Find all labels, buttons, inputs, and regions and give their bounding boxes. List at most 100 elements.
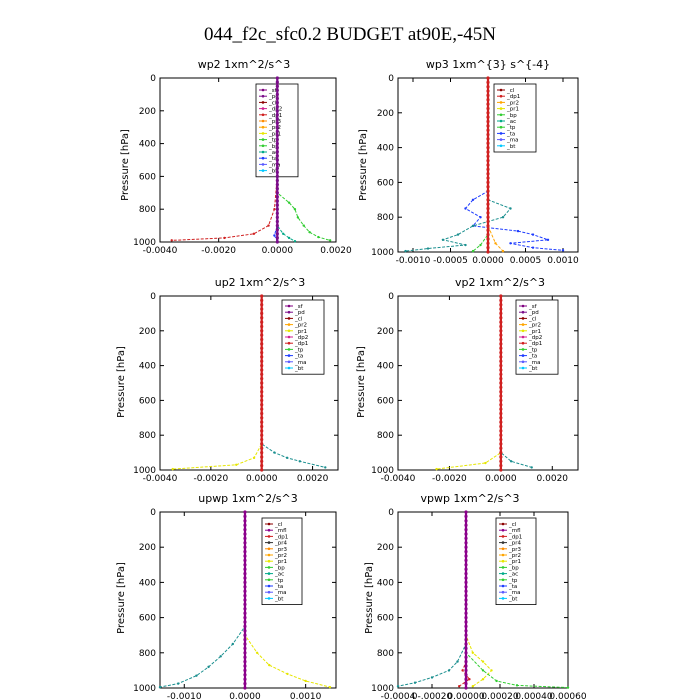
series-marker	[464, 624, 468, 629]
series-marker	[260, 398, 264, 402]
series-marker	[486, 228, 490, 232]
legend-marker	[521, 304, 525, 308]
series-marker	[275, 80, 279, 84]
legend-label: _ta	[268, 156, 277, 162]
y-tick-label: 600	[139, 614, 156, 624]
legend-label: _pr3	[508, 547, 522, 553]
x-tick-label: 0.0020	[297, 474, 329, 484]
legend-label: _cl	[294, 316, 303, 322]
y-tick-label: 0	[388, 74, 394, 84]
series-marker	[287, 201, 291, 204]
series-marker	[486, 137, 490, 141]
series-marker	[243, 589, 247, 593]
x-tick-label: 0.0005	[510, 256, 542, 266]
series-marker	[471, 198, 475, 201]
legend-marker	[501, 522, 505, 526]
series-marker	[243, 585, 247, 589]
series-marker	[495, 679, 498, 683]
series-marker	[275, 187, 279, 191]
series-marker	[275, 150, 279, 154]
legend-marker	[521, 341, 525, 345]
y-tick-label: 200	[377, 109, 394, 119]
legend-label: _ta	[274, 584, 283, 590]
series-marker	[255, 651, 259, 654]
series-marker	[296, 216, 300, 219]
series-marker	[509, 207, 512, 210]
legend-marker	[287, 304, 291, 308]
series-marker	[499, 311, 503, 315]
series-marker	[486, 141, 490, 145]
x-tick-label: 0.0000	[262, 246, 294, 256]
series-marker	[243, 682, 247, 686]
series-marker	[260, 303, 264, 307]
legend-marker	[267, 590, 271, 594]
series-marker	[486, 198, 490, 202]
series-marker	[499, 337, 503, 342]
x-tick-label: 0.0000	[229, 692, 261, 700]
legend-label: _bt	[528, 366, 538, 372]
series-marker	[243, 594, 247, 598]
series-marker	[243, 563, 247, 567]
legend-label: _bp	[508, 565, 519, 571]
panel-title: upwp 1xm^2/s^3	[198, 492, 298, 505]
legend-marker	[267, 541, 271, 544]
series-marker	[464, 629, 468, 633]
series-marker	[499, 416, 503, 420]
series-marker	[219, 655, 222, 658]
series-marker	[317, 235, 320, 239]
x-tick-label: -0.0040	[143, 246, 178, 256]
legend-label: _pr3	[274, 547, 288, 553]
legend-label: _ma	[508, 590, 520, 596]
legend-marker	[261, 150, 265, 154]
legend-label: _dp2	[294, 335, 308, 341]
series-marker	[260, 420, 264, 424]
series-marker	[447, 669, 451, 672]
legend-marker	[499, 138, 503, 141]
legend-marker	[499, 132, 503, 135]
x-tick-label: -0.0020	[201, 246, 236, 256]
legend-marker	[261, 125, 265, 129]
series-marker	[499, 411, 503, 416]
series-marker	[260, 320, 264, 324]
series-marker	[464, 682, 468, 686]
series-marker	[499, 294, 503, 298]
series-marker	[486, 115, 490, 119]
legend-label: _pd	[268, 94, 279, 100]
series-marker	[328, 685, 332, 689]
panel-wp2: wp2 1xm^2/s^3 Pressure [hPa] 0 200 400 600 8…	[120, 58, 352, 256]
legend-label: _tp	[268, 138, 278, 144]
series-marker	[486, 89, 490, 93]
series-marker	[243, 567, 247, 571]
x-tick-label: 0.0020	[537, 474, 569, 484]
series-marker	[223, 236, 226, 240]
series-marker	[282, 232, 285, 235]
legend-label: _cl	[508, 522, 517, 528]
legend-label: _pr1	[268, 131, 281, 137]
panel-up2: up2 1xm^2/s^3 Pressure [hPa] 0 200 400 600 8…	[116, 276, 339, 484]
series-marker	[479, 243, 482, 247]
legend-label: _tp	[274, 578, 284, 584]
y-tick-label: 600	[139, 396, 156, 406]
series-marker	[464, 572, 468, 576]
series-marker	[490, 669, 493, 672]
legend-label: _ma	[274, 590, 286, 596]
legend-marker	[287, 348, 291, 351]
legend-label: _bt	[274, 596, 284, 602]
series-marker	[275, 142, 279, 146]
y-axis-label: Pressure [hPa]	[356, 346, 367, 418]
series-marker	[464, 686, 468, 690]
plot-frame	[397, 295, 579, 471]
series-marker	[464, 545, 468, 549]
legend-marker	[521, 329, 525, 333]
series-marker	[275, 154, 279, 158]
series-marker	[499, 359, 503, 363]
legend-label: _sf	[528, 304, 538, 310]
legend-label: _dp2	[528, 335, 542, 341]
series-marker	[396, 685, 400, 688]
series-marker	[275, 117, 279, 121]
y-axis-label: Pressure [hPa]	[358, 129, 369, 201]
legend-marker	[261, 144, 265, 148]
series-marker	[243, 576, 247, 580]
series-marker	[499, 298, 503, 302]
series-marker	[486, 159, 490, 163]
